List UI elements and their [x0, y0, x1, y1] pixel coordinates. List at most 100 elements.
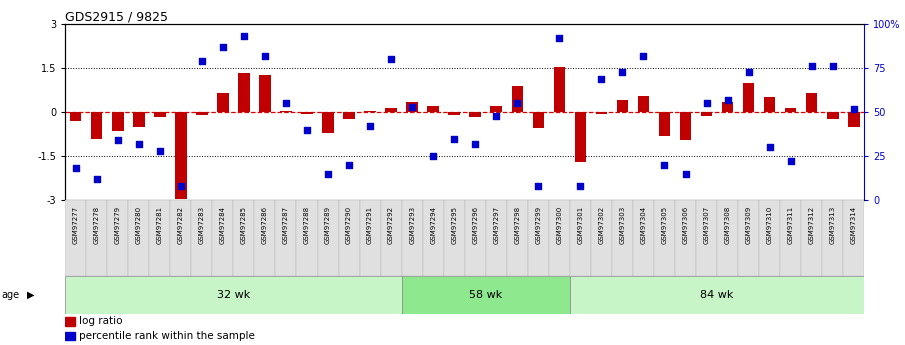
Point — [657, 162, 672, 168]
Point — [300, 127, 314, 132]
Bar — [675, 200, 696, 276]
Bar — [65, 200, 86, 276]
Bar — [696, 200, 717, 276]
Bar — [381, 200, 402, 276]
Text: 32 wk: 32 wk — [217, 290, 250, 300]
Point — [279, 101, 293, 106]
Text: GSM97285: GSM97285 — [241, 206, 247, 244]
Text: GSM97311: GSM97311 — [787, 206, 794, 244]
Point — [90, 176, 104, 182]
Text: GSM97296: GSM97296 — [472, 206, 478, 244]
Bar — [548, 200, 570, 276]
Bar — [465, 200, 486, 276]
Text: 58 wk: 58 wk — [469, 290, 502, 300]
Bar — [259, 76, 271, 112]
Point — [510, 101, 525, 106]
Bar — [722, 102, 733, 112]
Point — [69, 166, 83, 171]
Bar — [764, 97, 776, 112]
Point — [741, 69, 756, 75]
Point — [846, 106, 861, 111]
Text: GSM97310: GSM97310 — [767, 206, 773, 244]
Point — [825, 63, 840, 69]
Point — [636, 53, 651, 59]
Bar — [743, 83, 755, 112]
Bar — [275, 200, 297, 276]
Point — [447, 136, 462, 141]
Point — [784, 159, 798, 164]
Text: GSM97281: GSM97281 — [157, 206, 163, 244]
Bar — [86, 200, 107, 276]
Text: GSM97312: GSM97312 — [809, 206, 814, 244]
Point — [700, 101, 714, 106]
Text: GSM97313: GSM97313 — [830, 206, 835, 244]
Text: age: age — [2, 290, 20, 300]
Point — [762, 145, 776, 150]
Point — [131, 141, 146, 147]
Bar — [343, 112, 355, 119]
Bar — [90, 112, 102, 138]
Bar — [827, 112, 839, 119]
Point — [320, 171, 335, 176]
Text: GSM97309: GSM97309 — [746, 206, 752, 244]
Point — [552, 36, 567, 41]
Text: GSM97298: GSM97298 — [514, 206, 520, 244]
Text: ▶: ▶ — [27, 290, 34, 300]
Bar — [297, 200, 318, 276]
Text: log ratio: log ratio — [79, 316, 123, 326]
Bar — [65, 332, 75, 340]
Text: GSM97283: GSM97283 — [199, 206, 205, 244]
Bar — [301, 112, 313, 114]
Bar — [759, 200, 780, 276]
Point — [174, 183, 188, 189]
Text: percentile rank within the sample: percentile rank within the sample — [79, 331, 255, 341]
Text: GSM97306: GSM97306 — [682, 206, 689, 244]
Text: GSM97301: GSM97301 — [577, 206, 584, 244]
Text: GSM97277: GSM97277 — [72, 206, 79, 244]
Text: GSM97280: GSM97280 — [136, 206, 142, 244]
Bar — [402, 276, 570, 314]
Bar — [65, 276, 402, 314]
Bar — [570, 200, 591, 276]
Bar — [717, 200, 738, 276]
Bar — [633, 200, 654, 276]
Text: GSM97278: GSM97278 — [94, 206, 100, 244]
Bar — [595, 112, 607, 114]
Text: GSM97303: GSM97303 — [619, 206, 625, 244]
Bar — [149, 200, 170, 276]
Point — [237, 34, 252, 39]
Text: GSM97279: GSM97279 — [115, 206, 120, 244]
Bar — [386, 108, 397, 112]
Bar — [70, 112, 81, 121]
Text: GSM97290: GSM97290 — [346, 206, 352, 244]
Point — [615, 69, 630, 75]
Bar — [238, 72, 250, 112]
Text: GDS2915 / 9825: GDS2915 / 9825 — [65, 10, 168, 23]
Text: GSM97292: GSM97292 — [388, 206, 394, 244]
Bar — [129, 200, 149, 276]
Text: GSM97308: GSM97308 — [725, 206, 730, 244]
Point — [363, 124, 377, 129]
Bar — [654, 200, 675, 276]
Bar — [423, 200, 443, 276]
Bar — [659, 112, 671, 136]
Text: GSM97302: GSM97302 — [598, 206, 605, 244]
Bar — [823, 200, 843, 276]
Text: GSM97293: GSM97293 — [409, 206, 415, 244]
Point — [405, 104, 419, 110]
Bar — [780, 200, 801, 276]
Point — [110, 138, 125, 143]
Point — [489, 113, 503, 118]
Bar — [254, 200, 275, 276]
Bar — [848, 112, 860, 127]
Bar — [612, 200, 633, 276]
Bar — [402, 200, 423, 276]
Bar — [486, 200, 507, 276]
Bar — [448, 112, 460, 115]
Point — [342, 162, 357, 168]
Bar — [170, 200, 191, 276]
Text: GSM97299: GSM97299 — [536, 206, 541, 244]
Bar — [338, 200, 359, 276]
Bar — [680, 112, 691, 140]
Bar — [191, 200, 213, 276]
